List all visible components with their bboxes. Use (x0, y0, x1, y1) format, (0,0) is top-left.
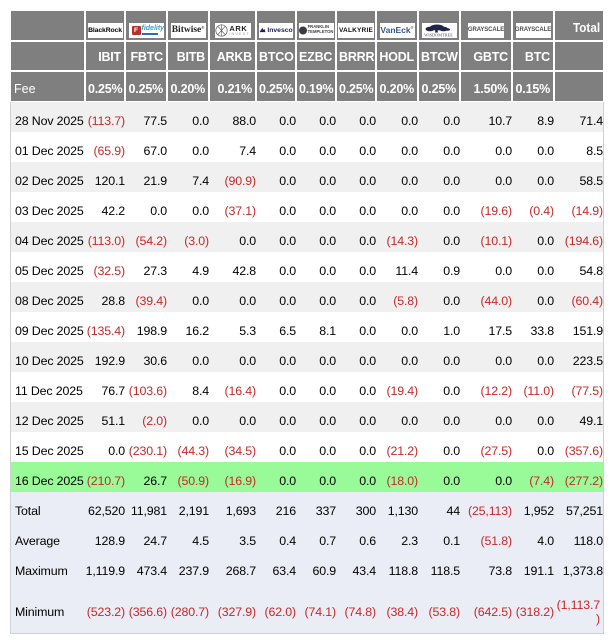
svg-text:WISDOMTREE: WISDOMTREE (424, 32, 453, 37)
